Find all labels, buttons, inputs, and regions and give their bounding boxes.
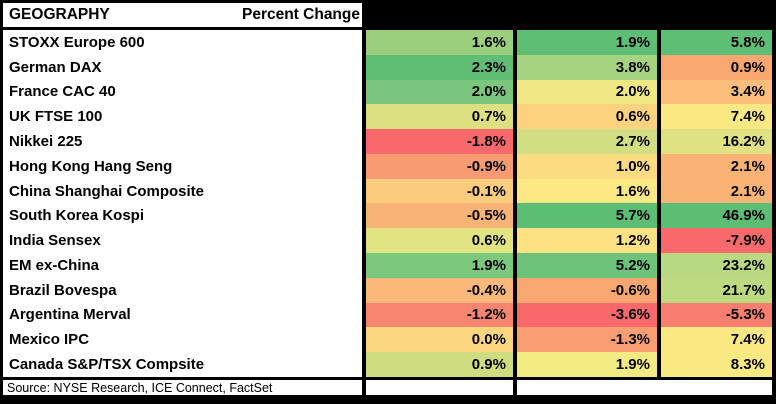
table-footer-row: Source: NYSE Research, ICE Connect, Fact… bbox=[3, 377, 772, 395]
value-cell: 0.9% bbox=[657, 54, 772, 80]
table-row: STOXX Europe 600 1.6% 1.9% 5.8% bbox=[3, 30, 772, 55]
value-cell: 2.1% bbox=[657, 153, 772, 179]
value-cell: 7.4% bbox=[657, 327, 772, 353]
value-cell: 1.0% bbox=[513, 153, 657, 179]
value-cell: 46.9% bbox=[657, 203, 772, 229]
row-label: Nikkei 225 bbox=[3, 129, 362, 154]
value-cell: -7.9% bbox=[657, 228, 772, 254]
value-cell: 21.7% bbox=[657, 277, 772, 303]
table-row: German DAX 2.3% 3.8% 0.9% bbox=[3, 54, 772, 80]
geography-header: GEOGRAPHY bbox=[9, 6, 110, 23]
table-row: China Shanghai Composite -0.1% 1.6% 2.1% bbox=[3, 178, 772, 204]
percent-change-header: Percent Change bbox=[241, 6, 360, 23]
value-cell: 0.6% bbox=[362, 228, 513, 254]
value-cell: 2.1% bbox=[657, 178, 772, 204]
value-cell: 5.8% bbox=[657, 30, 772, 55]
table-row: UK FTSE 100 0.7% 0.6% 7.4% bbox=[3, 104, 772, 130]
value-cell: 23.2% bbox=[657, 253, 772, 278]
row-label: France CAC 40 bbox=[3, 79, 362, 105]
value-cell: -0.9% bbox=[362, 153, 513, 179]
value-cell: -0.4% bbox=[362, 277, 513, 303]
value-cell: 2.3% bbox=[362, 54, 513, 80]
row-label: China Shanghai Composite bbox=[3, 178, 362, 204]
value-cell: 1.6% bbox=[362, 30, 513, 55]
table-row: Mexico IPC 0.0% -1.3% 7.4% bbox=[3, 327, 772, 353]
value-cell: -0.6% bbox=[513, 277, 657, 303]
value-cell: 1.9% bbox=[362, 253, 513, 278]
table-row: Brazil Bovespa -0.4% -0.6% 21.7% bbox=[3, 277, 772, 303]
table-body: STOXX Europe 600 1.6% 1.9% 5.8% German D… bbox=[3, 30, 772, 377]
row-label: Hong Kong Hang Seng bbox=[3, 153, 362, 179]
row-label: STOXX Europe 600 bbox=[3, 30, 362, 55]
value-cell: -3.6% bbox=[513, 302, 657, 328]
row-label: Mexico IPC bbox=[3, 327, 362, 353]
value-cell: 7.4% bbox=[657, 104, 772, 130]
value-cell: 3.4% bbox=[657, 79, 772, 105]
row-label: South Korea Kospi bbox=[3, 203, 362, 229]
table-row: Canada S&P/TSX Compsite 0.9% 1.9% 8.3% bbox=[3, 352, 772, 377]
value-cell: -1.3% bbox=[513, 327, 657, 353]
value-cell: -0.1% bbox=[362, 178, 513, 204]
value-cell: 2.7% bbox=[513, 129, 657, 154]
value-cell: 1.9% bbox=[513, 30, 657, 55]
row-label: EM ex-China bbox=[3, 253, 362, 278]
table-row: Nikkei 225 -1.8% 2.7% 16.2% bbox=[3, 129, 772, 154]
row-label: Brazil Bovespa bbox=[3, 277, 362, 303]
footer-empty-cell bbox=[513, 380, 772, 395]
table-row: France CAC 40 2.0% 2.0% 3.4% bbox=[3, 79, 772, 105]
value-cell: 5.2% bbox=[513, 253, 657, 278]
footer-empty-cell bbox=[362, 380, 513, 395]
table-row: Hong Kong Hang Seng -0.9% 1.0% 2.1% bbox=[3, 153, 772, 179]
value-cell: 16.2% bbox=[657, 129, 772, 154]
value-cell: 2.0% bbox=[513, 79, 657, 105]
value-cell: 3.8% bbox=[513, 54, 657, 80]
value-cell: -5.3% bbox=[657, 302, 772, 328]
value-cell: 0.6% bbox=[513, 104, 657, 130]
table-header-row: GEOGRAPHY Percent Change bbox=[3, 3, 772, 30]
row-label: Argentina Merval bbox=[3, 302, 362, 328]
value-cell: 0.0% bbox=[362, 327, 513, 353]
value-cell: 0.9% bbox=[362, 352, 513, 377]
header-label-cell: GEOGRAPHY Percent Change bbox=[3, 3, 362, 27]
value-cell: 2.0% bbox=[362, 79, 513, 105]
table-row: Argentina Merval -1.2% -3.6% -5.3% bbox=[3, 302, 772, 328]
source-note: Source: NYSE Research, ICE Connect, Fact… bbox=[3, 380, 362, 395]
value-cell: -1.2% bbox=[362, 302, 513, 328]
row-label: UK FTSE 100 bbox=[3, 104, 362, 130]
value-cell: 0.7% bbox=[362, 104, 513, 130]
row-label: India Sensex bbox=[3, 228, 362, 254]
value-cell: -0.5% bbox=[362, 203, 513, 229]
value-cell: -1.8% bbox=[362, 129, 513, 154]
table-row: EM ex-China 1.9% 5.2% 23.2% bbox=[3, 253, 772, 278]
redacted-column-headers bbox=[362, 3, 772, 27]
value-cell: 1.9% bbox=[513, 352, 657, 377]
row-label: German DAX bbox=[3, 54, 362, 80]
value-cell: 5.7% bbox=[513, 203, 657, 229]
value-cell: 1.6% bbox=[513, 178, 657, 204]
value-cell: 1.2% bbox=[513, 228, 657, 254]
table-row: India Sensex 0.6% 1.2% -7.9% bbox=[3, 228, 772, 254]
table-row: South Korea Kospi -0.5% 5.7% 46.9% bbox=[3, 203, 772, 229]
row-label: Canada S&P/TSX Compsite bbox=[3, 352, 362, 377]
value-cell: 8.3% bbox=[657, 352, 772, 377]
